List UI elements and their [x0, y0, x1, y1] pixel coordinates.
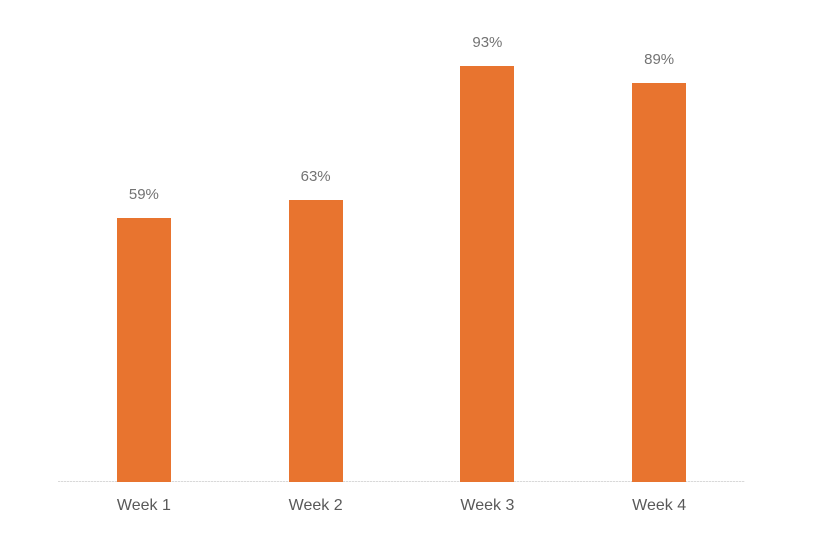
bar-week-4 — [632, 83, 687, 482]
x-tick-label: Week 4 — [632, 497, 687, 514]
category-week-2: 63% Week 2 — [230, 34, 402, 514]
x-tick-label: Week 3 — [460, 497, 515, 514]
bar-week-1 — [116, 217, 171, 482]
category-week-3: 93% Week 3 — [402, 34, 574, 514]
category-week-1: 59% Week 1 — [58, 34, 230, 514]
plot-area: 59% Week 1 63% Week 2 93% Week 3 89% Week 4 — [58, 34, 745, 514]
data-label: 63% — [300, 167, 331, 185]
x-tick-label: Week 2 — [288, 497, 343, 514]
bar-week-3 — [460, 66, 515, 482]
data-label: 89% — [644, 51, 675, 69]
data-label: 93% — [472, 34, 503, 51]
data-label: 59% — [128, 185, 159, 203]
x-tick-label: Week 1 — [116, 497, 171, 514]
x-axis-line — [58, 481, 745, 482]
category-week-4: 89% Week 4 — [573, 34, 745, 514]
bar-week-2 — [288, 199, 343, 482]
